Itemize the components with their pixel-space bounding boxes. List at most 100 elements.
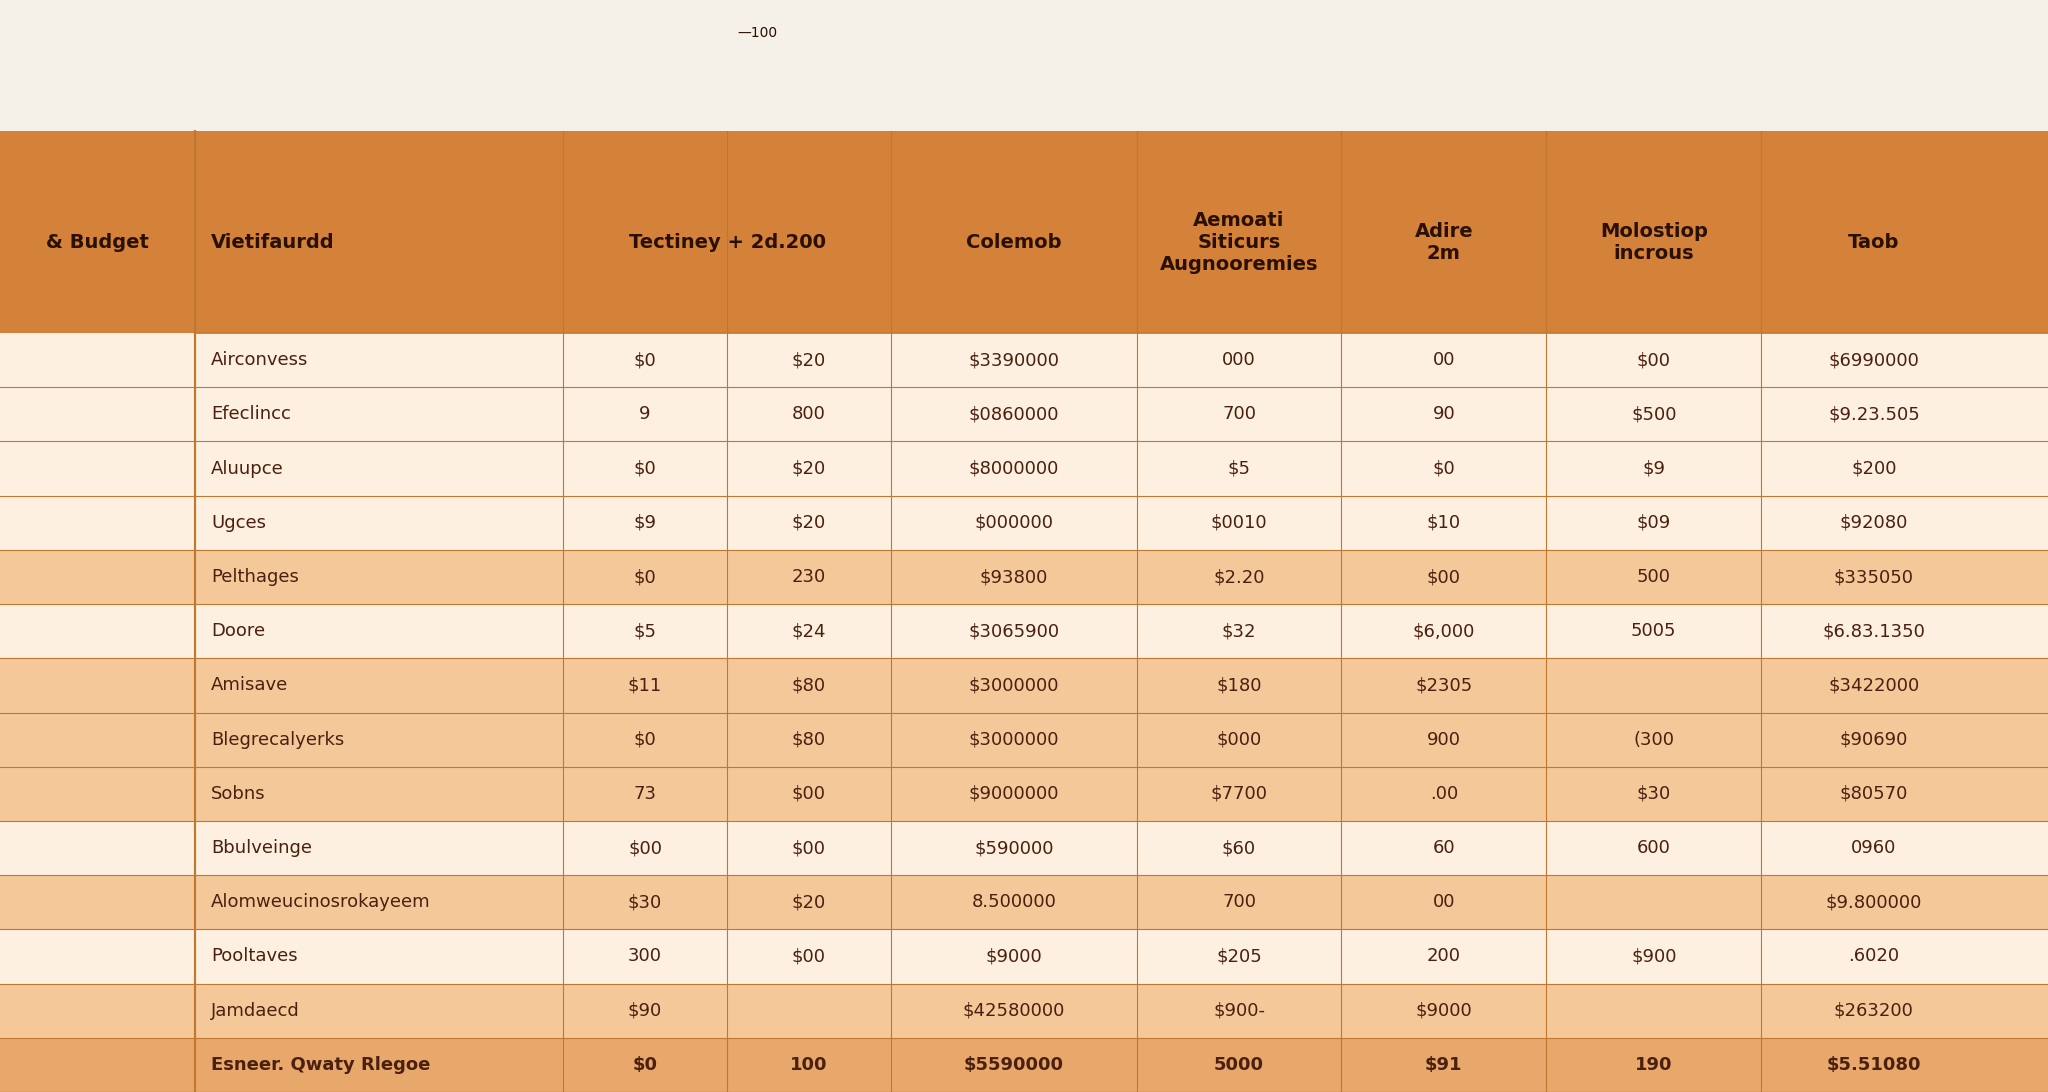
Text: 800: 800	[793, 405, 825, 424]
Text: Amisave: Amisave	[211, 676, 289, 695]
Bar	[0, 604, 2048, 658]
Text: $80: $80	[793, 676, 825, 695]
Text: 700: 700	[1223, 405, 1255, 424]
Text: Sobns: Sobns	[211, 785, 266, 803]
Text: $3000000: $3000000	[969, 731, 1059, 749]
Text: $590000: $590000	[975, 839, 1053, 857]
Text: .6020: .6020	[1849, 948, 1898, 965]
Text: 230: 230	[793, 568, 825, 586]
Text: $42580000: $42580000	[963, 1001, 1065, 1020]
Text: $5.51080: $5.51080	[1827, 1056, 1921, 1073]
Text: $0: $0	[1432, 460, 1456, 477]
Text: $20: $20	[793, 352, 825, 369]
Text: 700: 700	[1223, 893, 1255, 911]
Text: 00: 00	[1434, 352, 1454, 369]
Text: $9.23.505: $9.23.505	[1829, 405, 1919, 424]
Text: $205: $205	[1217, 948, 1262, 965]
Text: $900: $900	[1630, 948, 1677, 965]
Text: $0860000: $0860000	[969, 405, 1059, 424]
Text: $900-: $900-	[1212, 1001, 1266, 1020]
Text: $500: $500	[1630, 405, 1677, 424]
Text: 9: 9	[639, 405, 651, 424]
Bar	[0, 550, 2048, 604]
Text: 60: 60	[1432, 839, 1456, 857]
Text: 900: 900	[1427, 731, 1460, 749]
Text: $8000000: $8000000	[969, 460, 1059, 477]
Text: $5: $5	[633, 622, 657, 640]
Text: $335050: $335050	[1833, 568, 1915, 586]
Text: $2.20: $2.20	[1212, 568, 1266, 586]
Text: $9: $9	[1642, 460, 1665, 477]
Text: $10: $10	[1427, 514, 1460, 532]
Text: 73: 73	[633, 785, 657, 803]
Text: Molostiop
incrous: Molostiop incrous	[1599, 223, 1708, 263]
Text: Pooltaves: Pooltaves	[211, 948, 297, 965]
Text: (300: (300	[1632, 731, 1675, 749]
Bar	[0, 713, 2048, 767]
Text: $0: $0	[633, 731, 657, 749]
Text: $00: $00	[629, 839, 662, 857]
Bar	[0, 131, 2048, 333]
Bar	[0, 767, 2048, 821]
Bar	[0, 875, 2048, 929]
Text: Aemoati
Siticurs
Augnooremies: Aemoati Siticurs Augnooremies	[1159, 212, 1319, 274]
Text: 5005: 5005	[1630, 622, 1677, 640]
Text: $00: $00	[1427, 568, 1460, 586]
Bar	[0, 333, 2048, 388]
Text: $90: $90	[629, 1001, 662, 1020]
Text: Alomweucinosrokayeem: Alomweucinosrokayeem	[211, 893, 430, 911]
Bar	[0, 984, 2048, 1037]
Text: $09: $09	[1636, 514, 1671, 532]
Text: $20: $20	[793, 514, 825, 532]
Text: Airconvess: Airconvess	[211, 352, 309, 369]
Text: $32: $32	[1223, 622, 1255, 640]
Text: 600: 600	[1636, 839, 1671, 857]
Text: Colemob: Colemob	[967, 234, 1061, 252]
Text: $11: $11	[629, 676, 662, 695]
Text: Esneer. Qwaty Rlegoe: Esneer. Qwaty Rlegoe	[211, 1056, 430, 1073]
Text: $0: $0	[633, 460, 657, 477]
Text: —100: —100	[737, 26, 778, 39]
Text: Pelthages: Pelthages	[211, 568, 299, 586]
Text: $80570: $80570	[1839, 785, 1909, 803]
Text: $20: $20	[793, 460, 825, 477]
Text: $90690: $90690	[1839, 731, 1909, 749]
Text: $3390000: $3390000	[969, 352, 1059, 369]
Bar	[0, 658, 2048, 713]
Text: 000: 000	[1223, 352, 1255, 369]
Text: 0960: 0960	[1851, 839, 1896, 857]
Text: 100: 100	[791, 1056, 827, 1073]
Text: $00: $00	[1636, 352, 1671, 369]
Bar	[0, 821, 2048, 875]
Text: $7700: $7700	[1210, 785, 1268, 803]
Bar	[0, 1037, 2048, 1092]
Text: $0: $0	[633, 568, 657, 586]
Text: $200: $200	[1851, 460, 1896, 477]
Text: 300: 300	[629, 948, 662, 965]
Bar	[0, 0, 2048, 131]
Text: & Budget: & Budget	[45, 234, 150, 252]
Text: Efeclincc: Efeclincc	[211, 405, 291, 424]
Text: $00: $00	[793, 785, 825, 803]
Text: $0010: $0010	[1210, 514, 1268, 532]
Text: Ugces: Ugces	[211, 514, 266, 532]
Text: Bbulveinge: Bbulveinge	[211, 839, 311, 857]
Text: $9000: $9000	[985, 948, 1042, 965]
Text: Vietifaurdd: Vietifaurdd	[211, 234, 334, 252]
Text: 200: 200	[1427, 948, 1460, 965]
Text: 190: 190	[1634, 1056, 1673, 1073]
Text: $20: $20	[793, 893, 825, 911]
Text: $93800: $93800	[979, 568, 1049, 586]
Text: $9000: $9000	[1415, 1001, 1473, 1020]
Text: $9.800000: $9.800000	[1825, 893, 1923, 911]
Text: .00: .00	[1430, 785, 1458, 803]
Text: $000: $000	[1217, 731, 1262, 749]
Text: $30: $30	[629, 893, 662, 911]
Text: Doore: Doore	[211, 622, 264, 640]
Text: $263200: $263200	[1833, 1001, 1915, 1020]
Text: $3000000: $3000000	[969, 676, 1059, 695]
Text: Blegrecalyerks: Blegrecalyerks	[211, 731, 344, 749]
Text: $24: $24	[793, 622, 825, 640]
Text: $5590000: $5590000	[965, 1056, 1063, 1073]
Text: 500: 500	[1636, 568, 1671, 586]
